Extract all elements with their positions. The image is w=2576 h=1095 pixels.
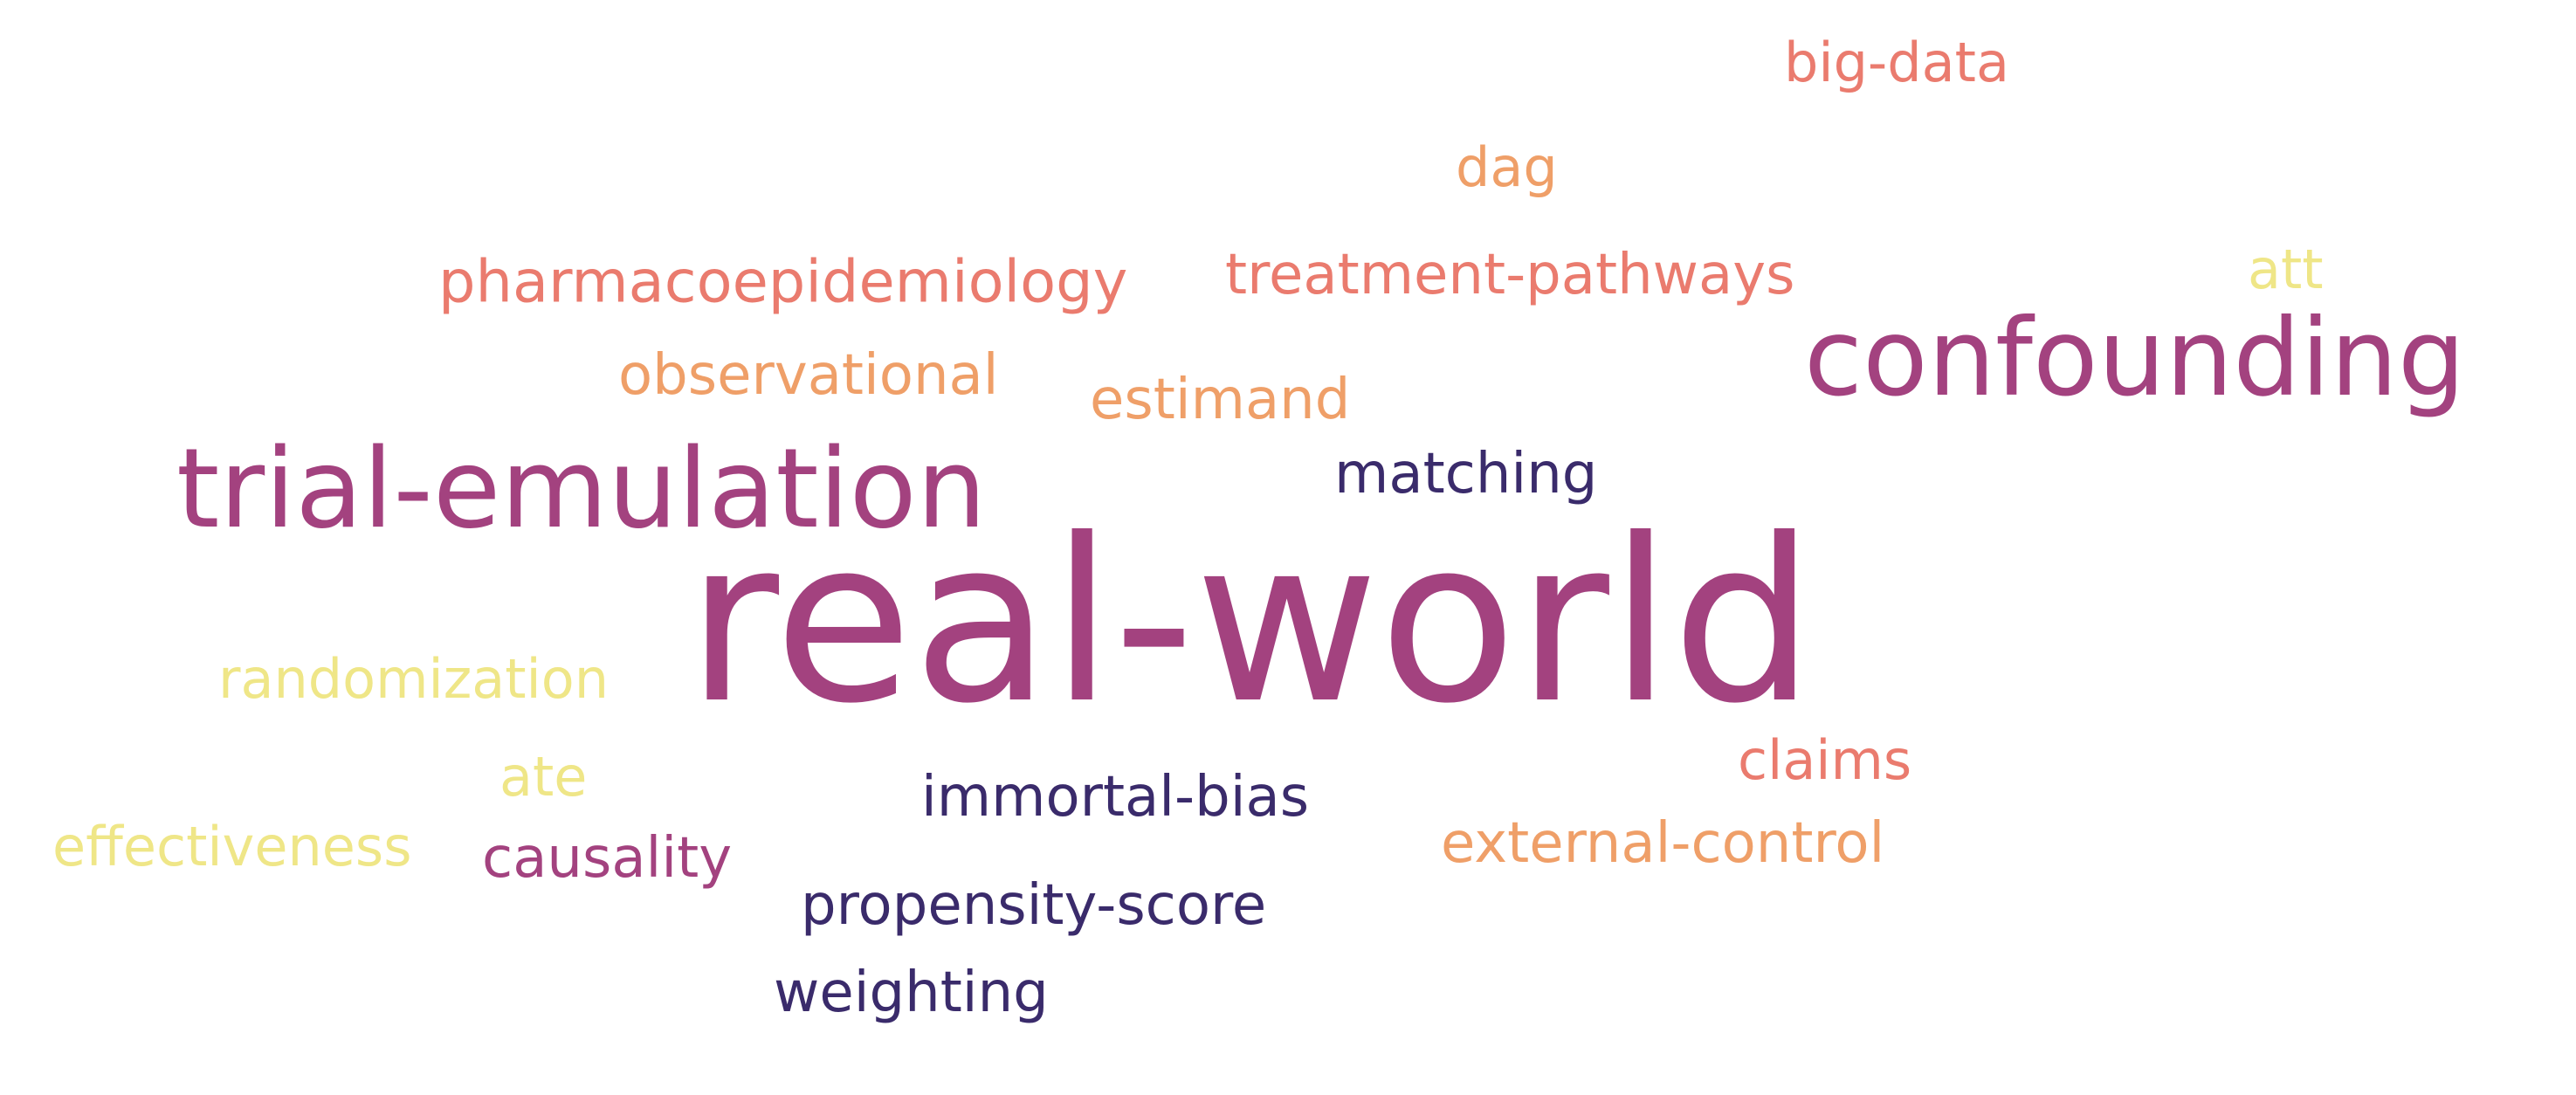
word-att: att bbox=[2248, 238, 2324, 301]
word-dag: dag bbox=[1456, 135, 1558, 199]
word-causality: causality bbox=[482, 826, 733, 891]
word-observational: observational bbox=[618, 343, 999, 408]
word-pharmacoepidemiology: pharmacoepidemiology bbox=[438, 247, 1128, 316]
word-propensity-score: propensity-score bbox=[801, 873, 1267, 938]
word-big-data: big-data bbox=[1784, 31, 2009, 94]
word-real-world: real-world bbox=[686, 491, 1815, 753]
word-confounding: confounding bbox=[1804, 296, 2466, 420]
word-weighting: weighting bbox=[774, 961, 1049, 1025]
word-treatment-pathways: treatment-pathways bbox=[1225, 243, 1795, 307]
word-claims: claims bbox=[1738, 728, 1912, 792]
word-external-control: external-control bbox=[1441, 811, 1885, 876]
word-estimand: estimand bbox=[1090, 368, 1351, 432]
word-immortal-bias: immortal-bias bbox=[921, 765, 1310, 830]
word-ate: ate bbox=[499, 745, 588, 809]
word-effectiveness: effectiveness bbox=[52, 815, 412, 878]
word-trial-emulation: trial-emulation bbox=[176, 424, 987, 553]
word-randomization: randomization bbox=[218, 647, 609, 711]
word-matching: matching bbox=[1334, 442, 1598, 506]
